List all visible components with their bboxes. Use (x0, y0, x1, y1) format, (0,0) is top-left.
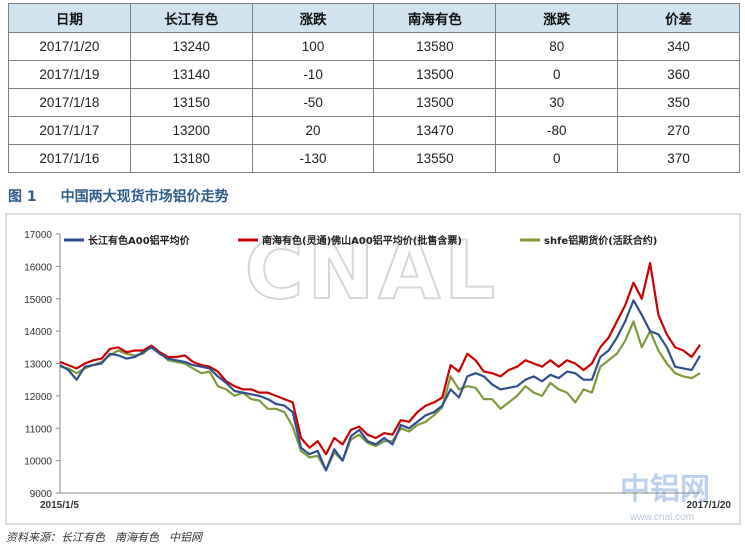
cell-spread: 360 (617, 60, 740, 89)
source-footer: 资料来源：长江有色 南海有色 中铝网 (6, 529, 212, 545)
chart-axes: 9000 10000 11000 12000 13000 14000 15000 16000 1… (24, 230, 731, 511)
cell-changjiang: 13240 (129, 32, 253, 61)
cell-change-2: 80 (495, 32, 619, 61)
series-line-2 (59, 261, 701, 456)
header-change-1: 涨跌 (251, 3, 375, 33)
cell-nanhai: 13580 (373, 32, 497, 61)
y-tick-label: 12000 (24, 392, 52, 403)
y-tick-label: 16000 (24, 262, 52, 273)
watermark-cnal: CNAL (245, 224, 500, 317)
table-row: 2017/1/18 13150 -50 13500 30 350 (8, 88, 740, 117)
series-line-1 (59, 299, 701, 472)
legend-label: 长江有色A00铝平均价 (88, 234, 191, 247)
header-date: 日期 (8, 3, 131, 33)
figure-caption: 中国两大现货市场铝价走势 (60, 189, 229, 205)
cell-change-2: 0 (495, 144, 619, 173)
x-tick-label: 2015/1/5 (40, 500, 79, 511)
y-tick-label: 11000 (25, 424, 53, 435)
cell-nanhai: 13470 (373, 116, 497, 145)
y-tick-label: 10000 (24, 457, 52, 468)
x-tick-label: 2017/1/20 (687, 500, 732, 511)
source-nanhai: 南海有色 (115, 531, 159, 544)
cell-date: 2017/1/18 (8, 88, 131, 117)
cell-change-2: -80 (495, 116, 619, 145)
y-tick-label: 15000 (24, 295, 52, 306)
watermark-url: www.cnal.com (629, 512, 694, 523)
cell-date: 2017/1/19 (8, 60, 131, 89)
source-label: 资料来源：长江有色 (6, 531, 105, 544)
cell-changjiang: 13180 (129, 144, 253, 173)
cell-date: 2017/1/16 (8, 144, 131, 173)
y-tick-label: 17000 (24, 230, 52, 241)
cell-change-1: -130 (251, 144, 375, 173)
figure-title: 图 1 中国两大现货市场铝价走势 (8, 186, 229, 206)
header-change-2: 涨跌 (495, 3, 619, 33)
legend-label: 南海有色(灵通)佛山A00铝平均价(批售含票) (262, 234, 462, 247)
table-header-row: 日期 长江有色 涨跌 南海有色 涨跌 价差 (8, 3, 740, 33)
figure-number: 图 1 (8, 189, 37, 205)
cell-changjiang: 13150 (129, 88, 253, 117)
watermark-logo: 中铝网 (620, 472, 710, 507)
table-row: 2017/1/20 13240 100 13580 80 340 (8, 32, 740, 61)
table-row: 2017/1/17 13200 20 13470 -80 270 (8, 116, 740, 145)
cell-spread: 370 (617, 144, 740, 173)
y-tick-label: 9000 (30, 489, 53, 500)
cell-nanhai: 13500 (373, 88, 497, 117)
cell-change-1: -10 (251, 60, 375, 89)
cell-change-2: 30 (495, 88, 619, 117)
cell-date: 2017/1/17 (8, 116, 131, 145)
cell-spread: 340 (617, 32, 740, 61)
cell-change-1: -50 (251, 88, 375, 117)
cell-nanhai: 13550 (373, 144, 497, 173)
header-spread: 价差 (617, 3, 740, 33)
cell-date: 2017/1/20 (8, 32, 131, 61)
header-changjiang: 长江有色 (129, 3, 253, 33)
aluminum-price-chart: CNAL 中铝网 www.cnal.com 9000 10000 11000 1200… (5, 213, 741, 525)
cell-changjiang: 13200 (129, 116, 253, 145)
cell-change-1: 20 (251, 116, 375, 145)
table-row: 2017/1/19 13140 -10 13500 0 360 (8, 60, 740, 89)
cell-spread: 270 (617, 116, 740, 145)
chart-legend: 长江有色A00铝平均价 南海有色(灵通)佛山A00铝平均价(批售含票) shfe铝期… (64, 234, 657, 247)
y-tick-label: 14000 (24, 327, 52, 338)
price-table: 日期 长江有色 涨跌 南海有色 涨跌 价差 2017/1/20 13240 10… (8, 3, 740, 173)
y-tick-label: 13000 (24, 360, 52, 371)
source-cnal: 中铝网 (169, 531, 202, 544)
chart-frame (5, 213, 741, 525)
header-nanhai: 南海有色 (373, 3, 497, 33)
cell-spread: 350 (617, 88, 740, 117)
cell-change-2: 0 (495, 60, 619, 89)
legend-label: shfe铝期货价(活跃合约) (544, 234, 657, 247)
cell-change-1: 100 (251, 32, 375, 61)
cell-changjiang: 13140 (129, 60, 253, 89)
table-row: 2017/1/16 13180 -130 13550 0 370 (8, 144, 740, 173)
cell-nanhai: 13500 (373, 60, 497, 89)
chart-series (59, 261, 701, 472)
